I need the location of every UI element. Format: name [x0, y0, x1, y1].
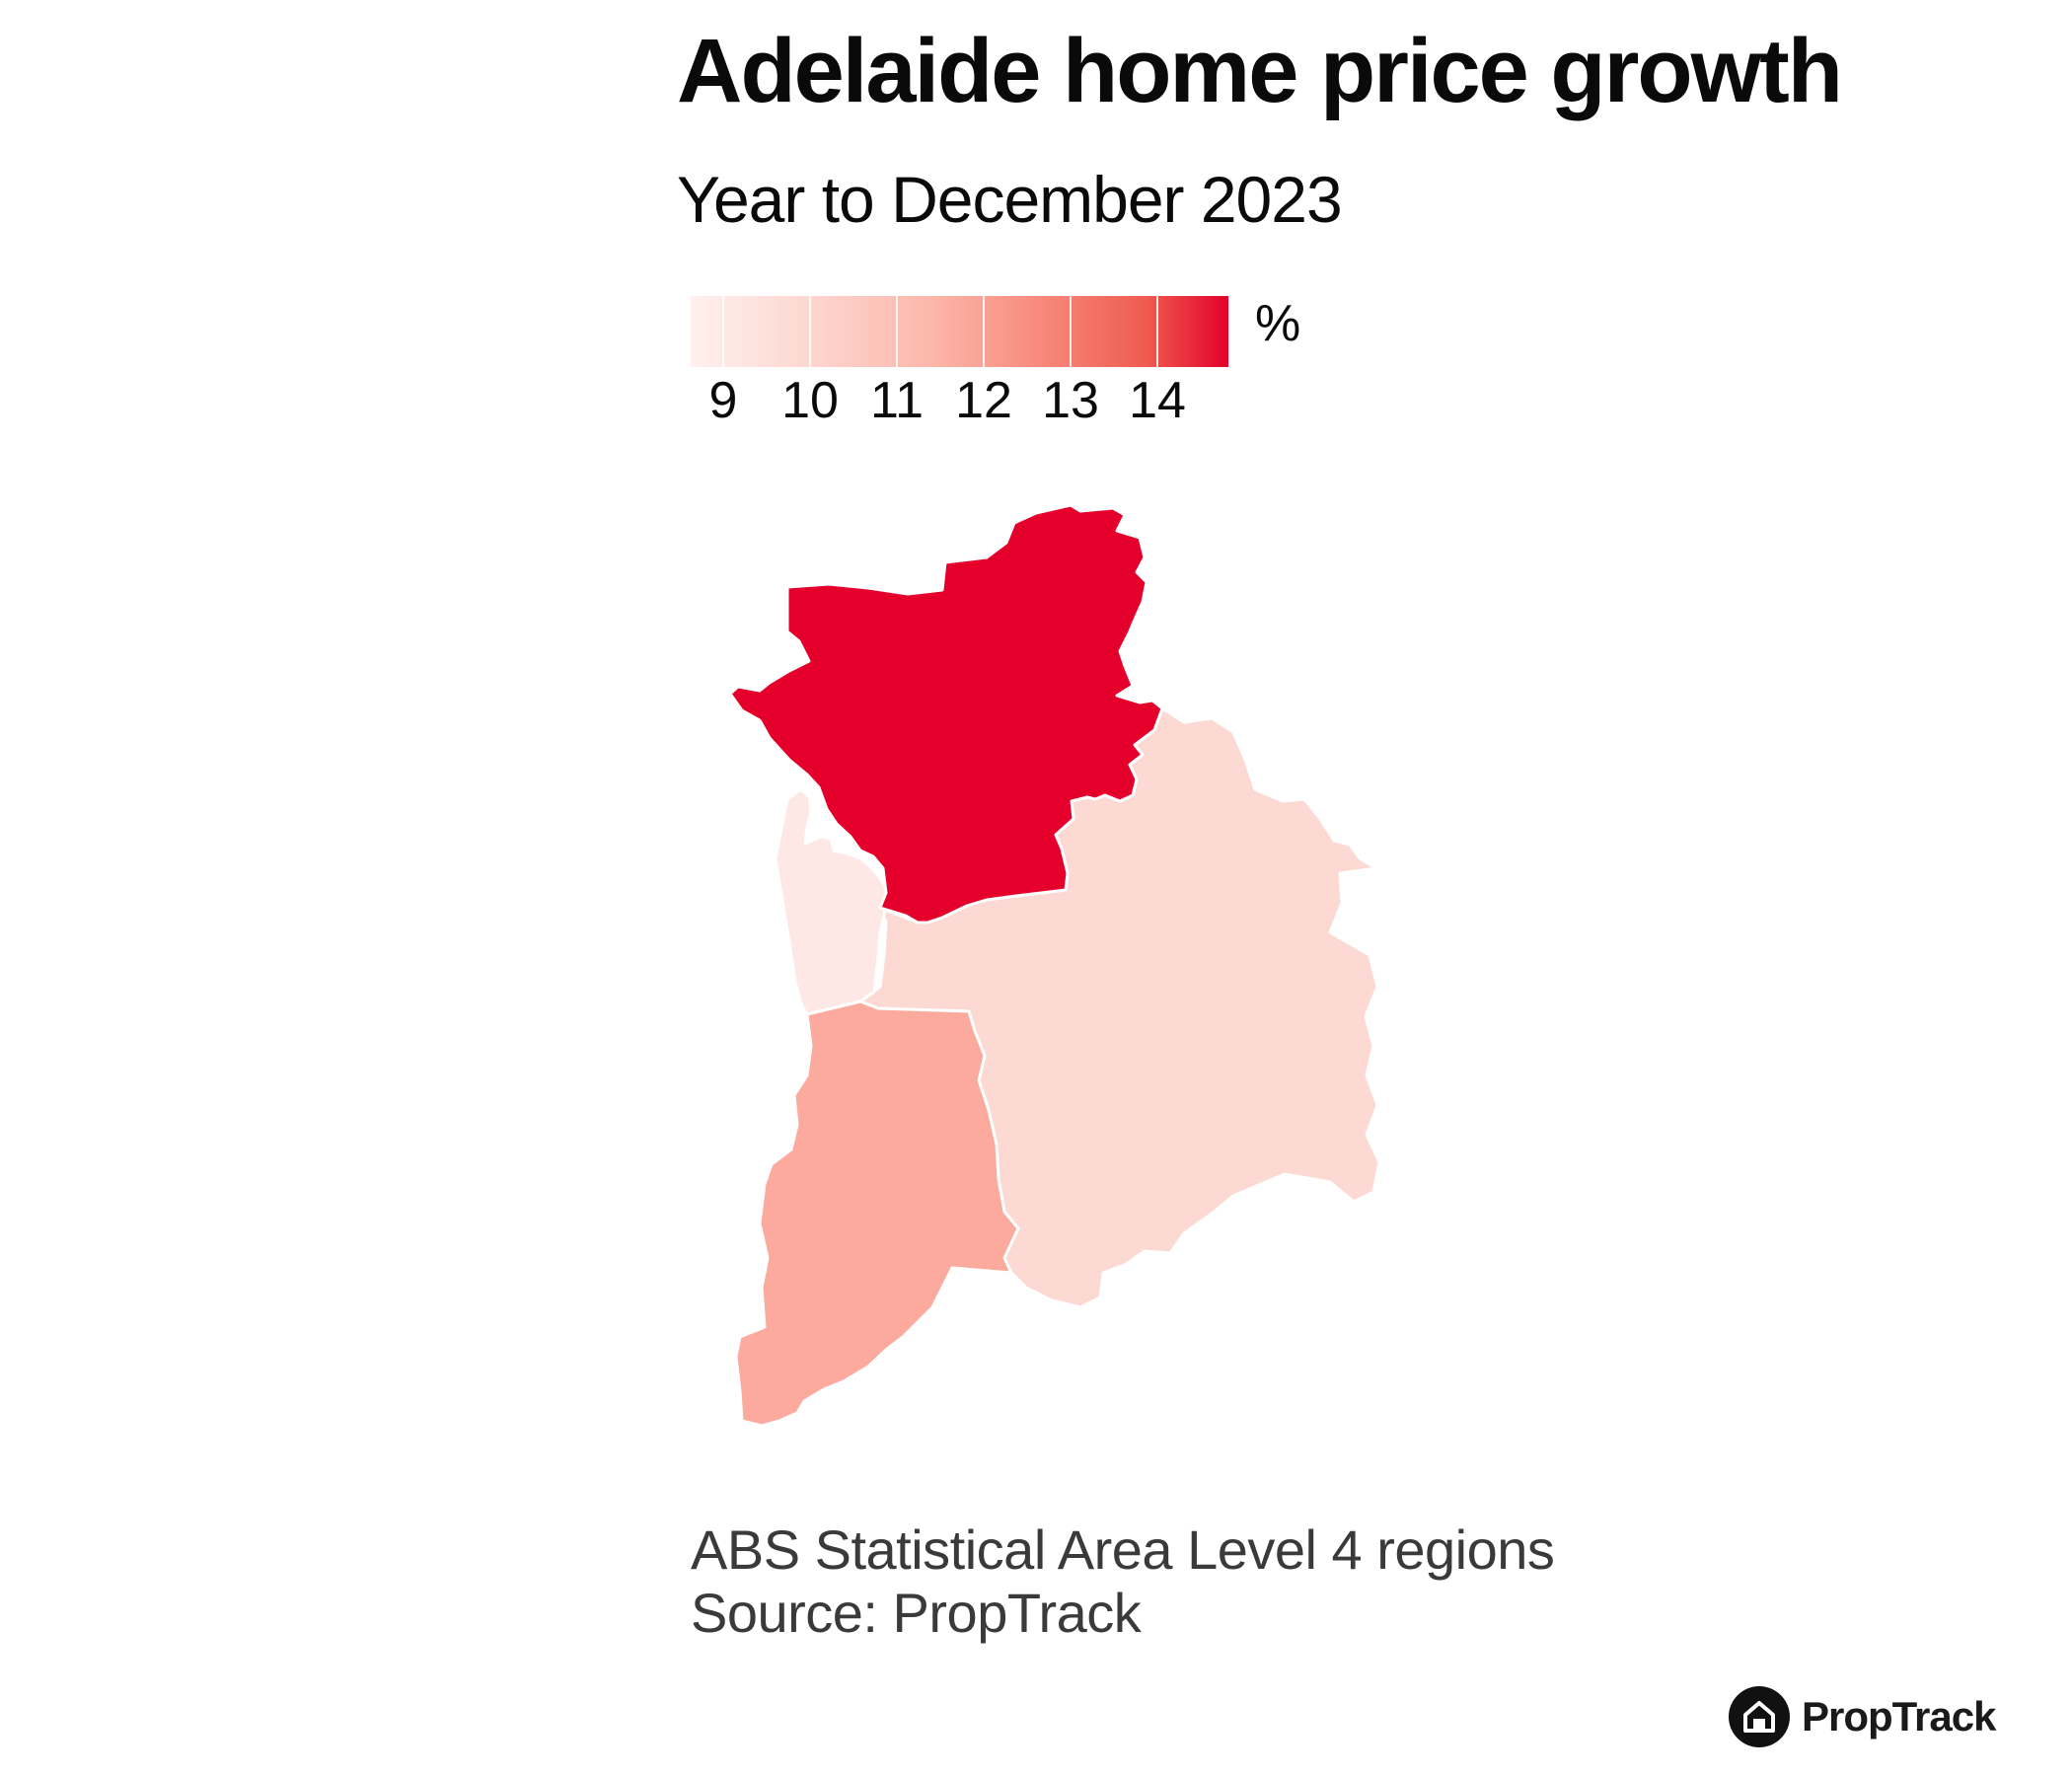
brand-name: PropTrack	[1802, 1693, 1996, 1739]
legend-unit: %	[1255, 295, 1301, 352]
legend-label-12: 12	[955, 372, 1012, 429]
legend-tick-mark	[809, 296, 811, 367]
legend-tick-mark	[1156, 296, 1158, 367]
legend-tick-mark	[1070, 296, 1072, 367]
legend-tick-mark	[983, 296, 985, 367]
legend-label-10: 10	[781, 372, 839, 429]
legend-label-14: 14	[1129, 372, 1186, 429]
legend-tick-mark	[722, 296, 724, 367]
footnote-source: Source: PropTrack	[691, 1582, 1142, 1644]
house-icon	[1729, 1686, 1790, 1747]
legend-label-9: 9	[708, 372, 738, 429]
chart-title: Adelaide home price growth	[677, 21, 1843, 121]
region-north[interactable]	[728, 503, 1164, 925]
chart-subtitle: Year to December 2023	[677, 163, 1343, 236]
legend-label-13: 13	[1042, 372, 1099, 429]
color-legend-bar	[691, 296, 1228, 367]
region-south[interactable]	[734, 999, 1020, 1428]
brand-logo-lockup: PropTrack	[1729, 1685, 1996, 1748]
footnote-regions: ABS Statistical Area Level 4 regions	[691, 1518, 1555, 1581]
legend-label-11: 11	[870, 372, 924, 429]
legend-tick-mark	[896, 296, 898, 367]
